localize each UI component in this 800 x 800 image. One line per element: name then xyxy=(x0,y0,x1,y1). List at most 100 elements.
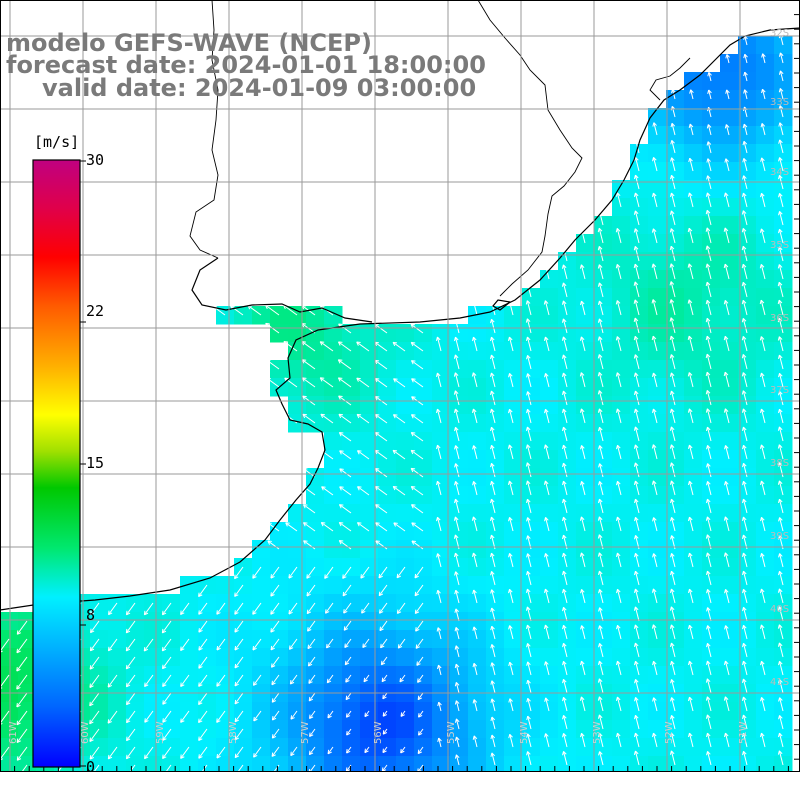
wind-arrow-head xyxy=(563,552,567,557)
wind-arrow xyxy=(90,602,100,615)
wind-arrow-head xyxy=(761,552,765,557)
wind-arrow-head xyxy=(741,570,744,576)
wind-arrow-head xyxy=(581,408,585,413)
wind-speed-cell xyxy=(630,198,649,217)
wind-arrow-head xyxy=(635,624,639,629)
wind-arrow-head xyxy=(380,660,383,665)
wind-speed-cell xyxy=(324,612,343,631)
wind-arrow xyxy=(455,754,460,766)
wind-arrow-head xyxy=(526,571,528,576)
wind-arrow xyxy=(198,728,208,741)
wind-speed-cell xyxy=(468,396,487,415)
wind-arrow-head xyxy=(779,354,783,359)
wind-speed-cell xyxy=(558,486,577,505)
wind-arrow-head xyxy=(471,408,474,413)
wind-arrow xyxy=(706,227,712,244)
wind-speed-cell xyxy=(306,360,325,379)
wind-speed-cell xyxy=(342,468,361,487)
wind-speed-cell xyxy=(306,324,325,343)
wind-arrow-head xyxy=(456,736,460,741)
wind-arrow-head xyxy=(597,372,600,377)
wind-arrow-head xyxy=(144,684,149,688)
wind-speed-cell xyxy=(630,594,649,613)
wind-speed-cell xyxy=(540,558,559,577)
wind-arrow xyxy=(361,602,370,614)
wind-arrow-head xyxy=(357,450,360,455)
wind-arrow-head xyxy=(705,372,708,377)
wind-arrow-head xyxy=(743,480,747,485)
wind-arrow xyxy=(599,643,604,658)
wind-speed-cell xyxy=(594,360,613,379)
wind-arrow-head xyxy=(345,680,350,683)
wind-speed-cell xyxy=(702,702,721,721)
wind-arrow xyxy=(491,752,496,766)
wind-speed-cell xyxy=(396,324,415,343)
wind-arrow xyxy=(301,359,316,370)
wind-arrow-head xyxy=(580,445,583,450)
wind-speed-cell xyxy=(594,414,613,433)
wind-arrow-head xyxy=(687,480,690,486)
wind-speed-cell xyxy=(540,720,559,739)
wind-arrow-head xyxy=(437,664,439,670)
wind-speed-cell xyxy=(720,90,739,109)
wind-arrow-head xyxy=(670,335,675,340)
wind-arrow-head xyxy=(527,408,531,413)
wind-speed-cell xyxy=(612,522,631,541)
wind-speed-cell xyxy=(468,486,487,505)
wind-arrow xyxy=(526,606,532,622)
wind-arrow-head xyxy=(562,643,564,648)
wind-arrow-head xyxy=(778,70,781,75)
wind-arrow xyxy=(688,335,694,352)
wind-arrow-head xyxy=(777,336,780,341)
wind-arrow xyxy=(670,281,676,298)
wind-arrow-head xyxy=(307,629,312,632)
wind-arrow-head xyxy=(689,516,693,521)
wind-arrow-head xyxy=(162,738,167,741)
wind-arrow xyxy=(270,602,280,615)
wind-arrow-head xyxy=(743,534,747,539)
wind-arrow xyxy=(414,584,424,597)
wind-arrow xyxy=(598,300,604,316)
wind-speed-cell xyxy=(396,576,415,595)
wind-arrow xyxy=(320,413,334,424)
wind-arrow-head xyxy=(779,660,783,665)
wind-arrow xyxy=(126,764,136,778)
wind-speed-cell xyxy=(468,666,487,685)
wind-speed-cell xyxy=(450,576,469,595)
wind-speed-cell xyxy=(756,162,775,181)
wind-arrow-head xyxy=(633,390,636,395)
wind-arrow xyxy=(234,584,244,597)
wind-speed-cell xyxy=(126,756,145,772)
wind-arrow-head xyxy=(617,192,621,197)
wind-arrow-head xyxy=(707,732,711,737)
wind-arrow-head xyxy=(723,372,726,377)
wind-speed-cell xyxy=(180,720,199,739)
wind-speed-cell xyxy=(414,378,433,397)
wind-speed-cell xyxy=(468,468,487,487)
wind-arrow-head xyxy=(326,645,331,649)
wind-speed-cell xyxy=(414,414,433,433)
wind-speed-cell xyxy=(666,540,685,559)
wind-speed-cell xyxy=(576,756,595,772)
wind-speed-cell xyxy=(774,540,793,559)
wind-arrow-head xyxy=(507,336,510,342)
wind-arrow xyxy=(126,602,136,616)
wind-arrow-head xyxy=(742,141,745,146)
wind-arrow-head xyxy=(346,732,351,736)
wind-speed-cell xyxy=(432,414,451,433)
wind-arrow-head xyxy=(411,341,416,344)
wind-speed-cell xyxy=(432,468,451,487)
wind-arrow-head xyxy=(689,552,693,557)
wind-arrow-head xyxy=(543,300,546,305)
wind-arrow-head xyxy=(235,773,240,777)
wind-arrow-head xyxy=(635,174,639,179)
wind-arrow-head xyxy=(288,574,290,579)
wind-arrow-head xyxy=(743,624,747,629)
wind-speed-cell xyxy=(738,648,757,667)
wind-speed-cell xyxy=(702,522,721,541)
wind-speed-cell xyxy=(504,414,523,433)
wind-arrow-head xyxy=(216,720,221,723)
wind-speed-cell xyxy=(522,432,541,451)
wind-arrow-head xyxy=(543,480,546,485)
wind-arrow-head xyxy=(651,480,654,485)
